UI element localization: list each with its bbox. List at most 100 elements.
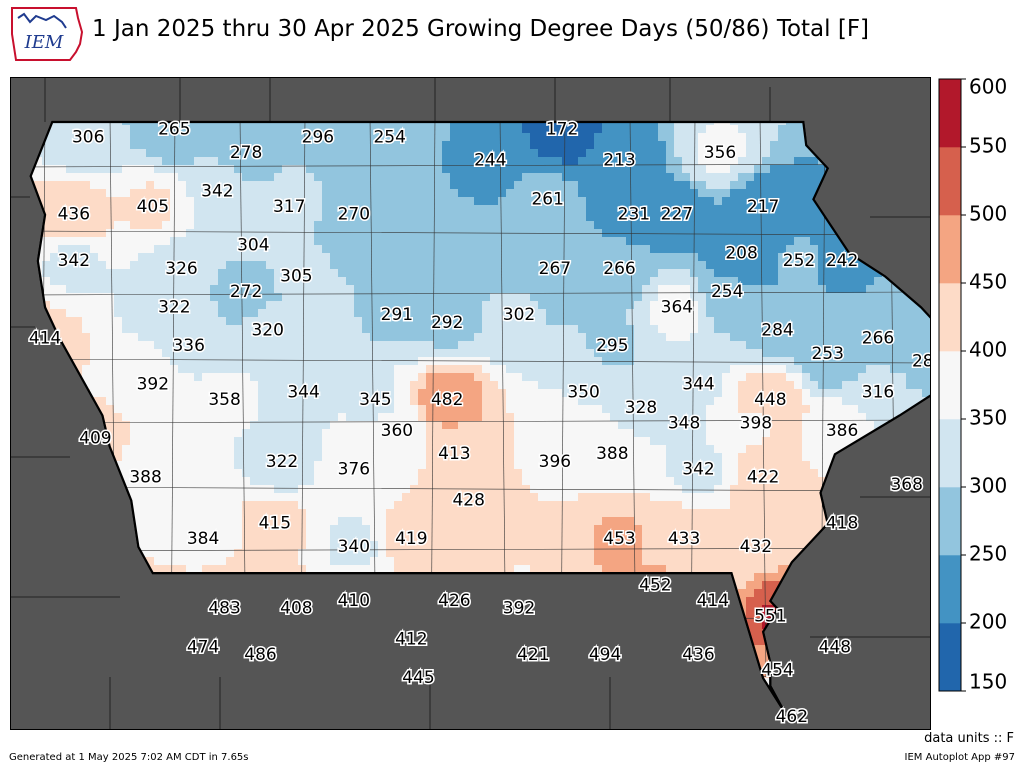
station-value: 551	[754, 606, 786, 626]
station-value: 328	[625, 398, 657, 418]
station-value: 291	[381, 305, 413, 325]
colorbar-segment	[939, 79, 961, 148]
station-value: 405	[137, 197, 169, 217]
station-value: 316	[862, 382, 894, 402]
station-value: 282	[912, 352, 931, 372]
station-value: 344	[682, 375, 714, 395]
station-value: 453	[603, 529, 635, 549]
station-value: 242	[826, 251, 858, 271]
station-value: 486	[244, 645, 276, 665]
station-value: 266	[862, 328, 894, 348]
station-value: 292	[431, 313, 463, 333]
station-value: 454	[761, 661, 793, 681]
station-value: 413	[438, 444, 470, 464]
station-labels: 306 265 278 296 254 172 244 213 356 436 405 342 317 2…	[27, 118, 931, 728]
station-value: 231	[618, 205, 650, 225]
station-value: 266	[603, 259, 635, 279]
station-value: 448	[819, 637, 851, 657]
colorbar-segment	[939, 555, 961, 624]
station-value: 254	[711, 282, 743, 302]
colorbar-tick-label: 200	[969, 610, 1007, 634]
station-value: 342	[58, 251, 90, 271]
station-value: 284	[761, 321, 793, 341]
station-value: 305	[280, 267, 312, 287]
station-value: 410	[338, 591, 370, 611]
station-value: 340	[338, 537, 370, 557]
station-value: 358	[208, 390, 240, 410]
map-title: 1 Jan 2025 thru 30 Apr 2025 Growing Degr…	[92, 16, 870, 42]
station-value: 392	[503, 599, 535, 619]
app-credit: IEM Autoplot App #97	[904, 752, 1015, 763]
station-value: 432	[740, 537, 772, 557]
colorbar-tick-label: 300	[969, 474, 1007, 498]
colorbar-tick-label: 250	[969, 542, 1007, 566]
station-value: 261	[531, 189, 563, 209]
station-value: 344	[287, 382, 319, 402]
station-value: 253	[811, 344, 843, 364]
station-value: 342	[201, 182, 233, 202]
logo-text: IEM	[24, 32, 64, 53]
station-value: 422	[747, 467, 779, 487]
colorbar-tick-label: 400	[969, 338, 1007, 362]
station-value: 421	[517, 645, 549, 665]
station-value: 360	[381, 421, 413, 441]
station-value: 213	[603, 151, 635, 171]
station-value: 348	[668, 413, 700, 433]
iem-logo: IEM	[11, 7, 84, 61]
station-value: 398	[740, 413, 772, 433]
station-value: 364	[661, 297, 693, 317]
station-value: 254	[373, 128, 405, 148]
station-value: 462	[776, 707, 808, 727]
station-value: 494	[589, 645, 621, 665]
station-value: 244	[474, 151, 506, 171]
station-value: 296	[302, 128, 334, 148]
station-value: 376	[338, 460, 370, 480]
colorbar-segment	[939, 147, 961, 216]
station-value: 326	[165, 259, 197, 279]
colorbar-segment	[939, 419, 961, 488]
station-value: 482	[431, 390, 463, 410]
station-value: 409	[79, 429, 111, 449]
station-value: 392	[137, 375, 169, 395]
colorbar-segment	[939, 215, 961, 284]
station-value: 227	[661, 205, 693, 225]
station-value: 396	[539, 452, 571, 472]
station-value: 436	[58, 205, 90, 225]
colorbar-tick-label: 450	[969, 270, 1007, 294]
station-value: 388	[129, 467, 161, 487]
station-value: 208	[725, 243, 757, 263]
station-value: 408	[280, 599, 312, 619]
station-value: 345	[359, 390, 391, 410]
station-value: 419	[395, 529, 427, 549]
station-value: 445	[402, 668, 434, 688]
station-value: 483	[208, 599, 240, 619]
station-value: 428	[452, 491, 484, 511]
station-value: 272	[230, 282, 262, 302]
station-value: 414	[697, 591, 729, 611]
colorbar-segment	[939, 623, 961, 692]
station-value: 265	[158, 120, 190, 140]
station-value: 350	[567, 382, 599, 402]
generated-timestamp: Generated at 1 May 2025 7:02 AM CDT in 7…	[9, 752, 249, 763]
station-value: 278	[230, 143, 262, 163]
station-value: 295	[596, 336, 628, 356]
station-value: 433	[668, 529, 700, 549]
colorbar-tick-label: 600	[969, 77, 1007, 99]
station-value: 317	[273, 197, 305, 217]
station-value: 474	[187, 637, 219, 657]
iowa-border	[29, 120, 931, 713]
station-value: 415	[259, 514, 291, 534]
station-value: 418	[826, 514, 858, 534]
station-value: 384	[187, 529, 219, 549]
station-value: 304	[237, 236, 269, 256]
station-value: 356	[704, 143, 736, 163]
station-value: 302	[503, 305, 535, 325]
station-value: 452	[639, 576, 671, 596]
colorbar-tick-label: 550	[969, 134, 1007, 158]
station-value: 412	[395, 630, 427, 650]
station-value: 336	[172, 336, 204, 356]
station-value: 342	[682, 460, 714, 480]
colorbar-tick-label: 150	[969, 670, 1007, 694]
colorbar-segment	[939, 487, 961, 556]
station-value: 448	[754, 390, 786, 410]
